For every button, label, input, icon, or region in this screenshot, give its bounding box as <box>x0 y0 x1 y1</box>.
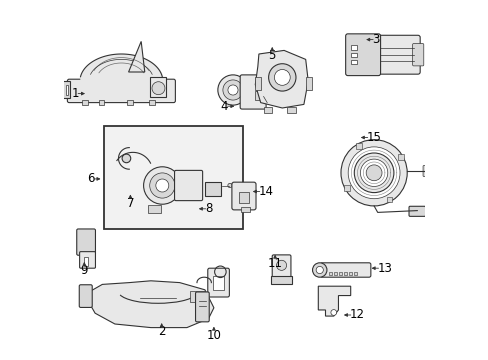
FancyBboxPatch shape <box>174 170 202 201</box>
Bar <box>348 272 351 275</box>
Circle shape <box>347 147 399 199</box>
Bar <box>355 143 361 149</box>
Bar <box>353 272 356 275</box>
FancyBboxPatch shape <box>77 229 95 255</box>
Bar <box>386 197 392 202</box>
FancyBboxPatch shape <box>408 206 425 216</box>
Bar <box>263 107 272 113</box>
Bar <box>254 91 263 100</box>
Bar <box>306 77 311 90</box>
Text: 15: 15 <box>366 131 381 144</box>
Circle shape <box>227 183 232 188</box>
Bar <box>58 81 70 98</box>
Bar <box>343 272 346 275</box>
Text: 2: 2 <box>158 325 165 338</box>
Polygon shape <box>88 281 213 328</box>
Text: 14: 14 <box>258 185 273 198</box>
Circle shape <box>152 82 164 95</box>
Text: 5: 5 <box>268 49 275 62</box>
Circle shape <box>340 140 407 206</box>
FancyBboxPatch shape <box>231 182 256 210</box>
Circle shape <box>156 179 168 192</box>
FancyBboxPatch shape <box>80 252 95 268</box>
FancyBboxPatch shape <box>240 75 265 109</box>
Bar <box>328 272 331 275</box>
Circle shape <box>330 310 336 315</box>
FancyBboxPatch shape <box>79 285 92 307</box>
Bar <box>351 60 356 64</box>
Bar <box>271 276 291 284</box>
Text: 1: 1 <box>71 87 79 100</box>
Text: 8: 8 <box>204 202 212 215</box>
Text: 7: 7 <box>126 197 134 210</box>
Circle shape <box>276 260 286 270</box>
FancyBboxPatch shape <box>207 268 229 297</box>
Bar <box>127 100 133 105</box>
Circle shape <box>354 153 393 193</box>
FancyBboxPatch shape <box>195 292 209 322</box>
Bar <box>84 257 88 266</box>
Bar <box>351 53 356 57</box>
Circle shape <box>149 173 175 198</box>
Circle shape <box>143 167 181 204</box>
Bar <box>104 126 242 229</box>
FancyBboxPatch shape <box>67 79 175 103</box>
FancyBboxPatch shape <box>374 35 419 74</box>
Circle shape <box>274 69 289 85</box>
Text: 9: 9 <box>81 264 88 277</box>
Text: 13: 13 <box>377 262 392 275</box>
Circle shape <box>268 64 295 91</box>
Circle shape <box>122 154 130 163</box>
Circle shape <box>223 80 243 100</box>
Circle shape <box>360 159 387 186</box>
Text: 10: 10 <box>206 329 221 342</box>
Bar <box>351 45 356 50</box>
FancyBboxPatch shape <box>320 263 370 277</box>
Circle shape <box>312 263 326 277</box>
Bar <box>147 204 160 212</box>
Polygon shape <box>318 286 350 316</box>
Bar <box>397 154 403 160</box>
Polygon shape <box>255 50 307 108</box>
Bar <box>286 107 295 113</box>
Bar <box>344 185 349 191</box>
FancyBboxPatch shape <box>412 44 423 66</box>
Bar <box>255 77 261 90</box>
Bar <box>239 192 249 203</box>
FancyBboxPatch shape <box>422 166 434 176</box>
FancyBboxPatch shape <box>52 82 62 104</box>
Bar <box>150 77 166 97</box>
Text: 11: 11 <box>267 257 282 270</box>
Text: 3: 3 <box>371 33 379 46</box>
Bar <box>99 100 104 105</box>
Bar <box>241 207 249 212</box>
FancyBboxPatch shape <box>345 34 380 76</box>
Circle shape <box>366 165 381 181</box>
Bar <box>82 100 88 105</box>
Text: 6: 6 <box>87 172 94 185</box>
Bar <box>149 100 155 105</box>
Bar <box>338 272 341 275</box>
Text: 12: 12 <box>349 309 364 321</box>
FancyBboxPatch shape <box>272 255 290 279</box>
Bar <box>204 182 221 196</box>
Circle shape <box>218 75 247 105</box>
Text: 4: 4 <box>221 100 228 113</box>
Polygon shape <box>128 41 144 72</box>
Bar <box>190 291 204 302</box>
Circle shape <box>227 85 238 95</box>
Bar <box>212 276 224 290</box>
Circle shape <box>316 266 323 274</box>
Bar <box>65 85 68 95</box>
Bar <box>333 272 336 275</box>
